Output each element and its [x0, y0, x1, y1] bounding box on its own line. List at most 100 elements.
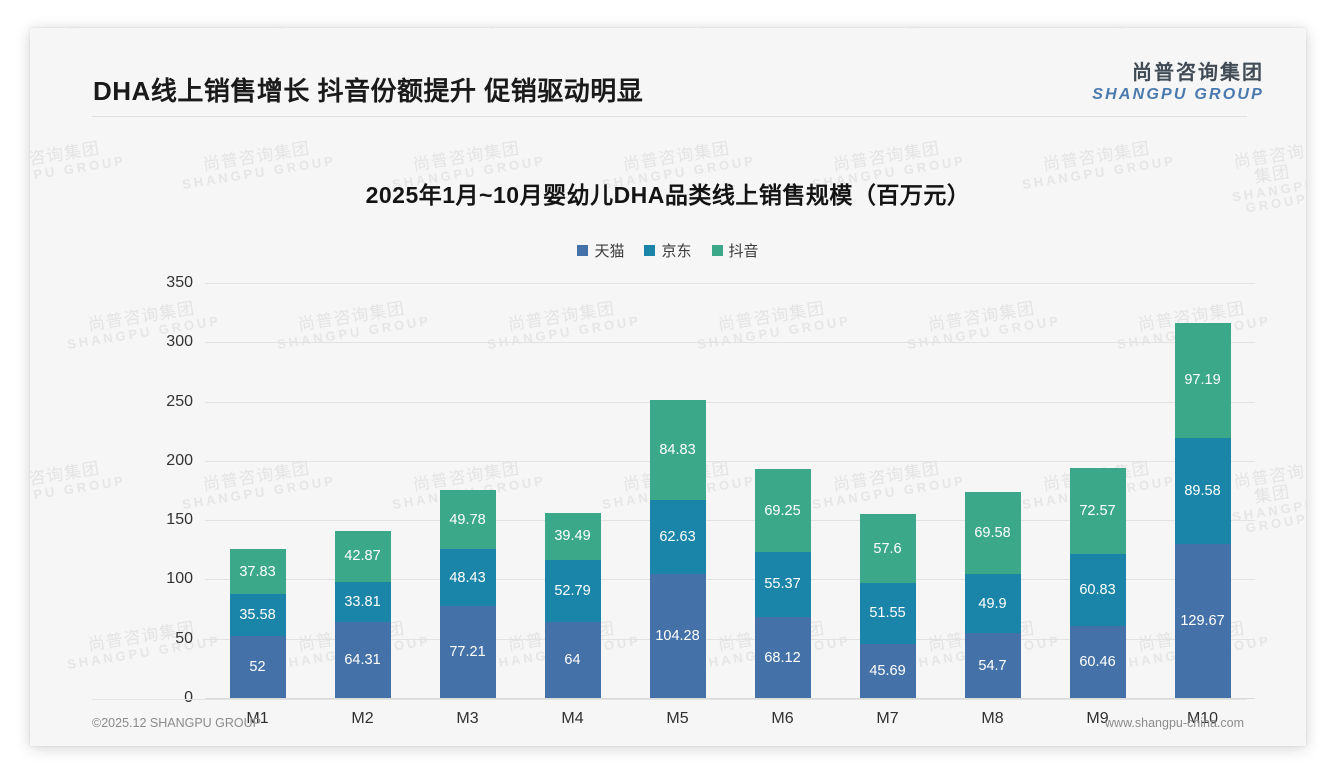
stacked-bar[interactable]: 77.21 48.43 49.78 — [439, 490, 496, 698]
bar-segment-抖音[interactable]: 69.25 — [754, 469, 811, 552]
y-axis-tick-label: 150 — [166, 511, 193, 529]
legend-item-京东[interactable]: 京东 — [644, 240, 692, 261]
bar-value-label: 49.78 — [449, 511, 486, 528]
bar-value-label: 52 — [249, 659, 266, 676]
bar-segment-抖音[interactable]: 37.83 — [229, 549, 286, 595]
bar-column[interactable]: 129.67 89.58 97.19 M10 — [1150, 283, 1255, 727]
bar-column[interactable]: 64 52.79 39.49 M4 — [520, 283, 625, 727]
bar-segment-京东[interactable]: 48.43 — [439, 549, 496, 607]
stacked-bar[interactable]: 60.46 60.83 72.57 — [1069, 468, 1126, 698]
footer-website[interactable]: www.shangpu-china.com — [1105, 716, 1244, 730]
bar-segment-天猫[interactable]: 129.67 — [1174, 544, 1231, 698]
y-axis-tick-label: 350 — [166, 274, 193, 291]
bar-segment-天猫[interactable]: 77.21 — [439, 606, 496, 698]
bar-value-label: 64 — [564, 652, 581, 669]
bar-segment-京东[interactable]: 60.83 — [1069, 554, 1126, 627]
bar-value-label: 72.57 — [1079, 503, 1116, 520]
legend-item-天猫[interactable]: 天猫 — [577, 240, 624, 261]
stacked-bar[interactable]: 52 35.58 37.83 — [229, 549, 286, 698]
x-axis-tick-label: M9 — [1086, 710, 1109, 727]
bar-value-label: 84.83 — [659, 441, 696, 458]
stacked-bar[interactable]: 68.12 55.37 69.25 — [754, 469, 811, 698]
x-axis-tick-label: M10 — [1186, 710, 1219, 727]
bar-segment-京东[interactable]: 51.55 — [859, 582, 916, 644]
bar-value-label: 54.7 — [978, 657, 1007, 674]
y-axis-tick-label: 300 — [166, 333, 193, 351]
bar-value-label: 39.49 — [554, 528, 591, 545]
gridline — [205, 698, 1255, 699]
bar-segment-天猫[interactable]: 104.28 — [649, 574, 706, 698]
bar-segment-天猫[interactable]: 52 — [229, 636, 286, 698]
y-axis-tick-label: 200 — [166, 451, 193, 469]
bar-segment-抖音[interactable]: 39.49 — [544, 512, 601, 560]
stacked-bar[interactable]: 64 52.79 39.49 — [544, 512, 601, 698]
bar-value-label: 68.12 — [764, 649, 801, 666]
bar-segment-京东[interactable]: 52.79 — [544, 559, 601, 623]
bar-column[interactable]: 45.69 51.55 57.6 M7 — [835, 283, 940, 727]
bar-segment-天猫[interactable]: 60.46 — [1069, 626, 1126, 698]
bar-column[interactable]: 64.31 33.81 42.87 M2 — [310, 283, 415, 727]
bar-column[interactable]: 68.12 55.37 69.25 M6 — [730, 283, 835, 727]
legend-item-抖音[interactable]: 抖音 — [711, 240, 759, 261]
bar-segment-京东[interactable]: 35.58 — [229, 594, 286, 637]
header-divider — [92, 116, 1247, 117]
bar-value-label: 57.6 — [873, 540, 902, 557]
logo-chinese-text: 尚普咨询集团 — [1132, 62, 1264, 84]
x-axis-tick-label: M8 — [981, 710, 1004, 727]
page-title: DHA线上销售增长 抖音份额提升 促销驱动明显 — [93, 76, 644, 106]
bar-segment-天猫[interactable]: 64.31 — [334, 621, 391, 698]
bar-segment-京东[interactable]: 62.63 — [649, 500, 706, 575]
bar-segment-京东[interactable]: 55.37 — [754, 551, 811, 618]
stacked-bar[interactable]: 64.31 33.81 42.87 — [334, 530, 391, 698]
gridline — [205, 579, 1255, 581]
legend-swatch-icon — [577, 245, 589, 256]
bar-segment-抖音[interactable]: 97.19 — [1174, 322, 1231, 439]
bar-segment-京东[interactable]: 33.81 — [334, 581, 391, 622]
stacked-bar[interactable]: 45.69 51.55 57.6 — [859, 514, 916, 698]
bar-column[interactable]: 104.28 62.63 84.83 M5 — [625, 283, 730, 727]
bar-segment-抖音[interactable]: 57.6 — [859, 514, 916, 583]
slide-card: 尚普咨询集团 SHANGPU GROUP 尚普咨询集团 SHANGPU GROUP 尚普… — [30, 28, 1306, 746]
bar-value-label: 97.19 — [1184, 372, 1221, 389]
bar-segment-天猫[interactable]: 64 — [544, 622, 601, 698]
bar-value-label: 35.58 — [239, 607, 276, 624]
y-axis-tick-label: 0 — [184, 689, 193, 706]
bar-segment-天猫[interactable]: 45.69 — [859, 643, 916, 698]
gridline — [205, 342, 1255, 344]
bar-segment-抖音[interactable]: 84.83 — [649, 399, 706, 501]
footer-copyright: ©2025.12 SHANGPU GROUP — [92, 716, 261, 730]
bar-column[interactable]: 77.21 48.43 49.78 M3 — [415, 283, 520, 727]
bar-value-label: 60.46 — [1079, 654, 1116, 671]
x-axis-tick-label: M7 — [876, 710, 899, 727]
bar-segment-天猫[interactable]: 68.12 — [754, 617, 811, 698]
stacked-bar[interactable]: 129.67 89.58 97.19 — [1174, 322, 1231, 698]
bar-column[interactable]: 60.46 60.83 72.57 M9 — [1045, 283, 1150, 727]
bar-value-label: 69.58 — [974, 524, 1011, 541]
bar-value-label: 37.83 — [239, 563, 276, 580]
bar-segment-抖音[interactable]: 69.58 — [964, 491, 1021, 574]
bar-value-label: 48.43 — [449, 569, 486, 586]
bar-segment-抖音[interactable]: 49.78 — [439, 490, 496, 550]
footer-divider — [92, 699, 1247, 700]
bar-value-label: 42.87 — [344, 548, 381, 565]
legend-label: 抖音 — [728, 243, 759, 260]
gridline — [205, 638, 1255, 640]
bar-value-label: 62.63 — [659, 529, 696, 546]
stacked-bar[interactable]: 54.7 49.9 69.58 — [964, 491, 1021, 698]
company-logo: 尚普咨询集团 SHANGPU GROUP — [1092, 62, 1264, 104]
bar-segment-抖音[interactable]: 42.87 — [334, 530, 391, 582]
bar-segment-京东[interactable]: 49.9 — [964, 574, 1021, 634]
bar-column[interactable]: 52 35.58 37.83 M1 — [205, 283, 310, 727]
bar-segment-京东[interactable]: 89.58 — [1174, 438, 1231, 545]
slide-header: DHA线上销售增长 抖音份额提升 促销驱动明显 尚普咨询集团 SHANGPU G… — [30, 28, 1306, 120]
bar-segment-抖音[interactable]: 72.57 — [1069, 468, 1126, 555]
bar-segment-天猫[interactable]: 54.7 — [964, 633, 1021, 698]
bar-value-label: 45.69 — [869, 662, 906, 679]
legend-label: 天猫 — [594, 243, 625, 260]
stacked-bar[interactable]: 104.28 62.63 84.83 — [649, 399, 706, 698]
bar-value-label: 52.79 — [554, 582, 591, 599]
bar-column[interactable]: 54.7 49.9 69.58 M8 — [940, 283, 1045, 727]
bar-value-label: 69.25 — [764, 502, 801, 519]
